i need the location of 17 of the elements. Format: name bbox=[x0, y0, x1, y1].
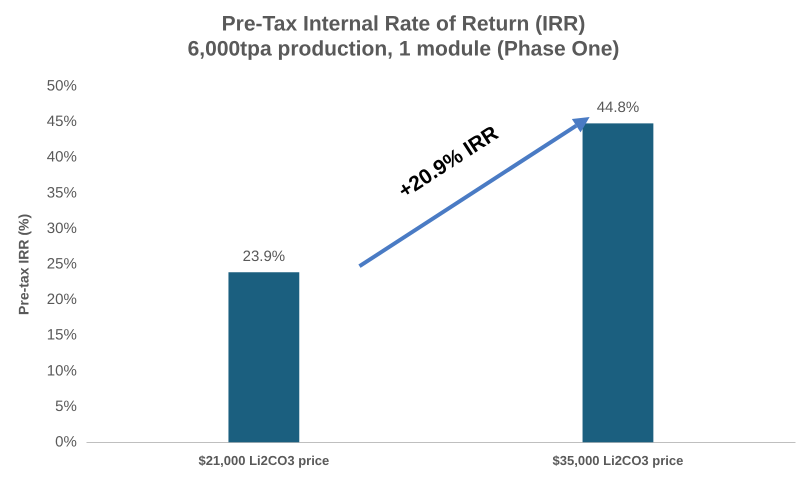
y-tick-label: 20% bbox=[46, 291, 77, 308]
y-tick-label: 15% bbox=[46, 326, 77, 344]
y-tick-label: 35% bbox=[46, 184, 77, 202]
x-tick-label: $21,000 Li2CO3 price bbox=[198, 452, 330, 468]
chart-title: Pre-Tax Internal Rate of Return (IRR) 6,000tpa production, 1 module (Phase One) bbox=[188, 12, 620, 61]
y-tick-label: 0% bbox=[55, 434, 77, 451]
data-label: 44.8% bbox=[596, 99, 640, 116]
y-tick-label: 5% bbox=[55, 398, 77, 415]
y-tick-label: 10% bbox=[46, 362, 77, 380]
x-tick-label: $35,000 Li2CO3 price bbox=[552, 452, 684, 468]
y-tick-label: 50% bbox=[46, 78, 77, 95]
data-label: 23.9% bbox=[242, 248, 286, 265]
y-tick-label: 45% bbox=[46, 113, 77, 130]
y-tick-label: 30% bbox=[46, 220, 77, 237]
y-tick-label: 40% bbox=[46, 148, 77, 166]
y-axis-title: Pre-tax IRR (%) bbox=[15, 214, 32, 315]
y-tick-label: 25% bbox=[46, 256, 77, 273]
